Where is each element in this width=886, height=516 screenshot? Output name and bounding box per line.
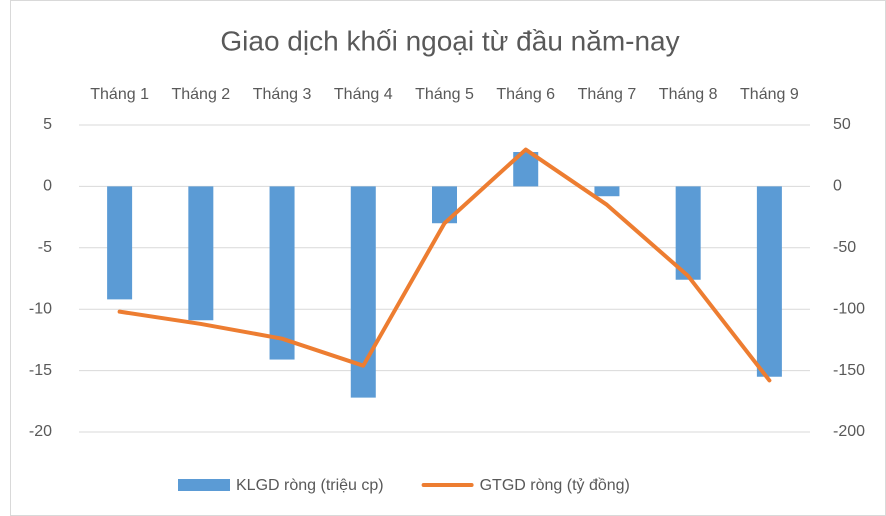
y2-tick-label: 0 xyxy=(833,178,842,195)
x-tick-label: Tháng 2 xyxy=(171,86,230,103)
x-tick-label: Tháng 7 xyxy=(578,86,637,103)
y2-tick-label: -100 xyxy=(833,300,865,317)
x-tick-label: Tháng 9 xyxy=(740,86,799,103)
bar xyxy=(756,186,782,377)
chart-frame xyxy=(10,0,886,516)
y-tick-label: -5 xyxy=(38,239,52,256)
chart-title: Giao dịch khối ngoại từ đầu năm-nay xyxy=(220,25,679,56)
bar xyxy=(107,186,133,300)
legend-label: GTGD ròng (tỷ đồng) xyxy=(480,477,630,494)
legend-swatch xyxy=(178,479,230,491)
x-tick-label: Tháng 3 xyxy=(253,86,312,103)
x-tick-label: Tháng 4 xyxy=(334,86,393,103)
bar xyxy=(188,186,214,321)
legend-label: KLGD ròng (triệu cp) xyxy=(236,477,384,494)
y-tick-label: -10 xyxy=(29,300,52,317)
line xyxy=(117,147,772,383)
y-tick-label: -15 xyxy=(29,362,52,379)
x-tick-label: Tháng 1 xyxy=(90,86,149,103)
y2-tick-label: -150 xyxy=(833,362,865,379)
y-tick-label: 0 xyxy=(43,178,52,195)
x-tick-label: Tháng 6 xyxy=(496,86,555,103)
bar xyxy=(269,186,295,360)
x-tick-label: Tháng 5 xyxy=(415,86,474,103)
y2-tick-label: 50 xyxy=(833,116,851,133)
y-tick-label: -20 xyxy=(29,423,52,440)
bar xyxy=(675,186,701,280)
y2-tick-label: -50 xyxy=(833,239,856,256)
bar xyxy=(594,186,620,197)
x-tick-label: Tháng 8 xyxy=(659,86,718,103)
y-tick-label: 5 xyxy=(43,116,52,133)
y2-tick-label: -200 xyxy=(833,423,865,440)
